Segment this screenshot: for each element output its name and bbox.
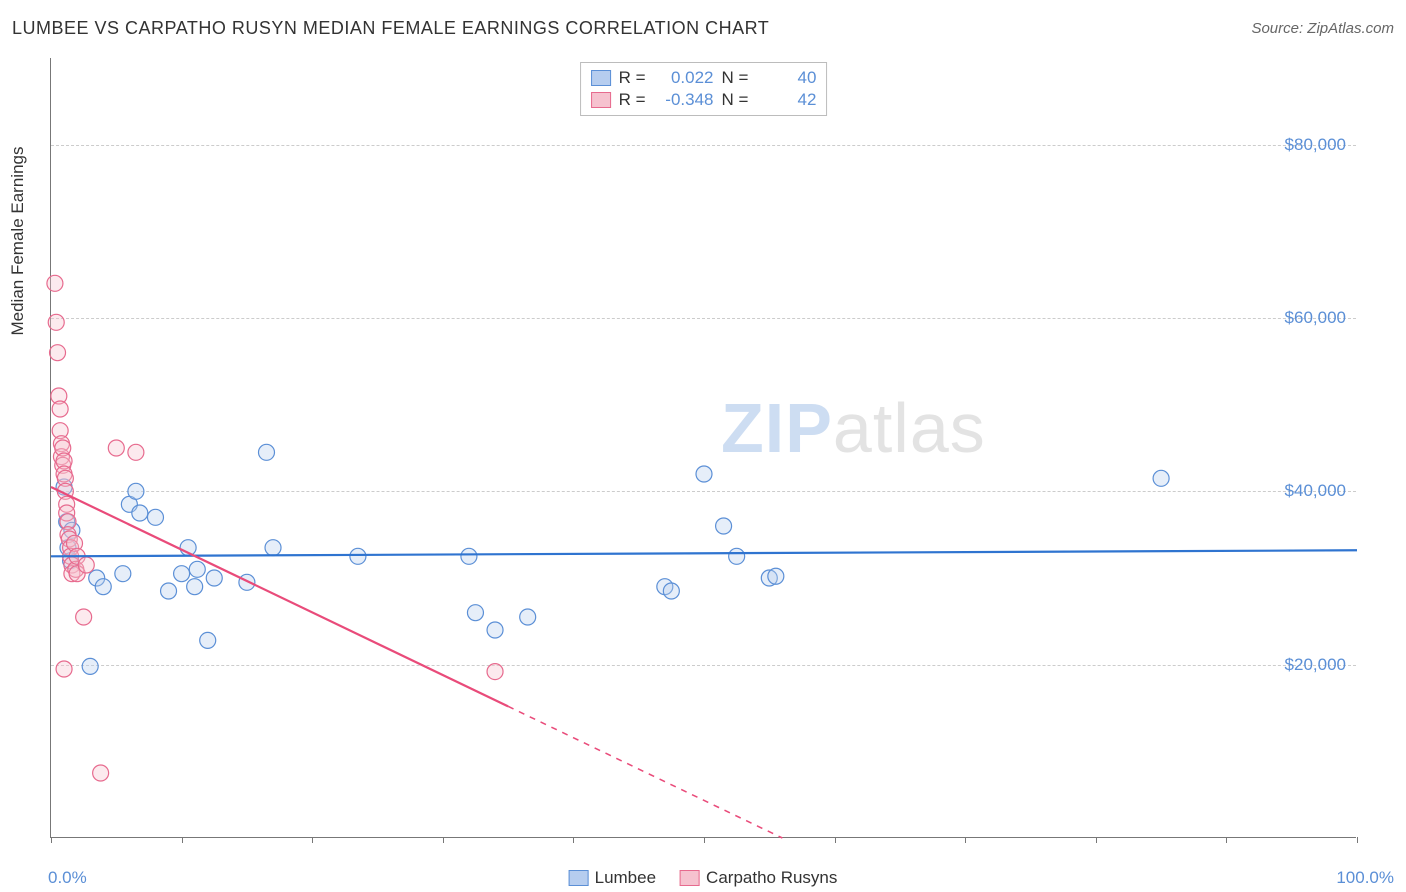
chart-title: LUMBEE VS CARPATHO RUSYN MEDIAN FEMALE E… xyxy=(12,18,769,39)
data-point xyxy=(93,765,109,781)
data-point xyxy=(187,579,203,595)
legend-label-carpatho: Carpatho Rusyns xyxy=(706,868,837,888)
legend-swatch-lumbee xyxy=(569,870,589,886)
data-point xyxy=(128,444,144,460)
x-tick xyxy=(182,837,183,843)
data-point xyxy=(95,579,111,595)
data-point xyxy=(78,557,94,573)
x-tick xyxy=(1226,837,1227,843)
trend-line-dashed xyxy=(508,706,782,838)
data-point xyxy=(206,570,222,586)
data-point xyxy=(161,583,177,599)
data-point xyxy=(76,609,92,625)
data-point xyxy=(696,466,712,482)
data-point xyxy=(768,568,784,584)
x-tick xyxy=(835,837,836,843)
data-point xyxy=(1153,470,1169,486)
data-point xyxy=(108,440,124,456)
data-point xyxy=(729,548,745,564)
data-point xyxy=(520,609,536,625)
data-point xyxy=(82,658,98,674)
x-tick xyxy=(1357,837,1358,843)
data-point xyxy=(239,574,255,590)
data-point xyxy=(128,483,144,499)
data-point xyxy=(467,605,483,621)
x-min-label: 0.0% xyxy=(48,868,87,888)
legend-swatch-carpatho xyxy=(680,870,700,886)
legend-label-lumbee: Lumbee xyxy=(595,868,656,888)
data-point xyxy=(52,401,68,417)
data-point xyxy=(716,518,732,534)
data-point xyxy=(115,566,131,582)
source-label: Source: ZipAtlas.com xyxy=(1251,20,1394,37)
y-axis-label: Median Female Earnings xyxy=(8,147,28,336)
x-tick xyxy=(573,837,574,843)
x-tick xyxy=(1096,837,1097,843)
data-point xyxy=(47,275,63,291)
data-point xyxy=(174,566,190,582)
x-tick xyxy=(443,837,444,843)
data-point xyxy=(189,561,205,577)
data-point xyxy=(50,345,66,361)
data-point xyxy=(147,509,163,525)
plot-area: ZIPatlas $20,000$40,000$60,000$80,000 R … xyxy=(50,58,1356,838)
trend-line xyxy=(51,550,1357,556)
data-point xyxy=(663,583,679,599)
trend-line xyxy=(51,487,508,706)
data-point xyxy=(132,505,148,521)
legend-item-carpatho: Carpatho Rusyns xyxy=(680,868,837,888)
x-max-label: 100.0% xyxy=(1336,868,1394,888)
x-tick xyxy=(312,837,313,843)
x-tick xyxy=(51,837,52,843)
data-point xyxy=(48,314,64,330)
data-point xyxy=(265,540,281,556)
series-legend: Lumbee Carpatho Rusyns xyxy=(569,868,838,888)
legend-item-lumbee: Lumbee xyxy=(569,868,656,888)
data-point xyxy=(200,632,216,648)
data-point xyxy=(461,548,477,564)
x-tick xyxy=(704,837,705,843)
data-point xyxy=(56,661,72,677)
data-point xyxy=(350,548,366,564)
data-point xyxy=(258,444,274,460)
x-tick xyxy=(965,837,966,843)
data-point xyxy=(487,622,503,638)
scatter-svg xyxy=(51,58,1356,837)
data-point xyxy=(487,664,503,680)
